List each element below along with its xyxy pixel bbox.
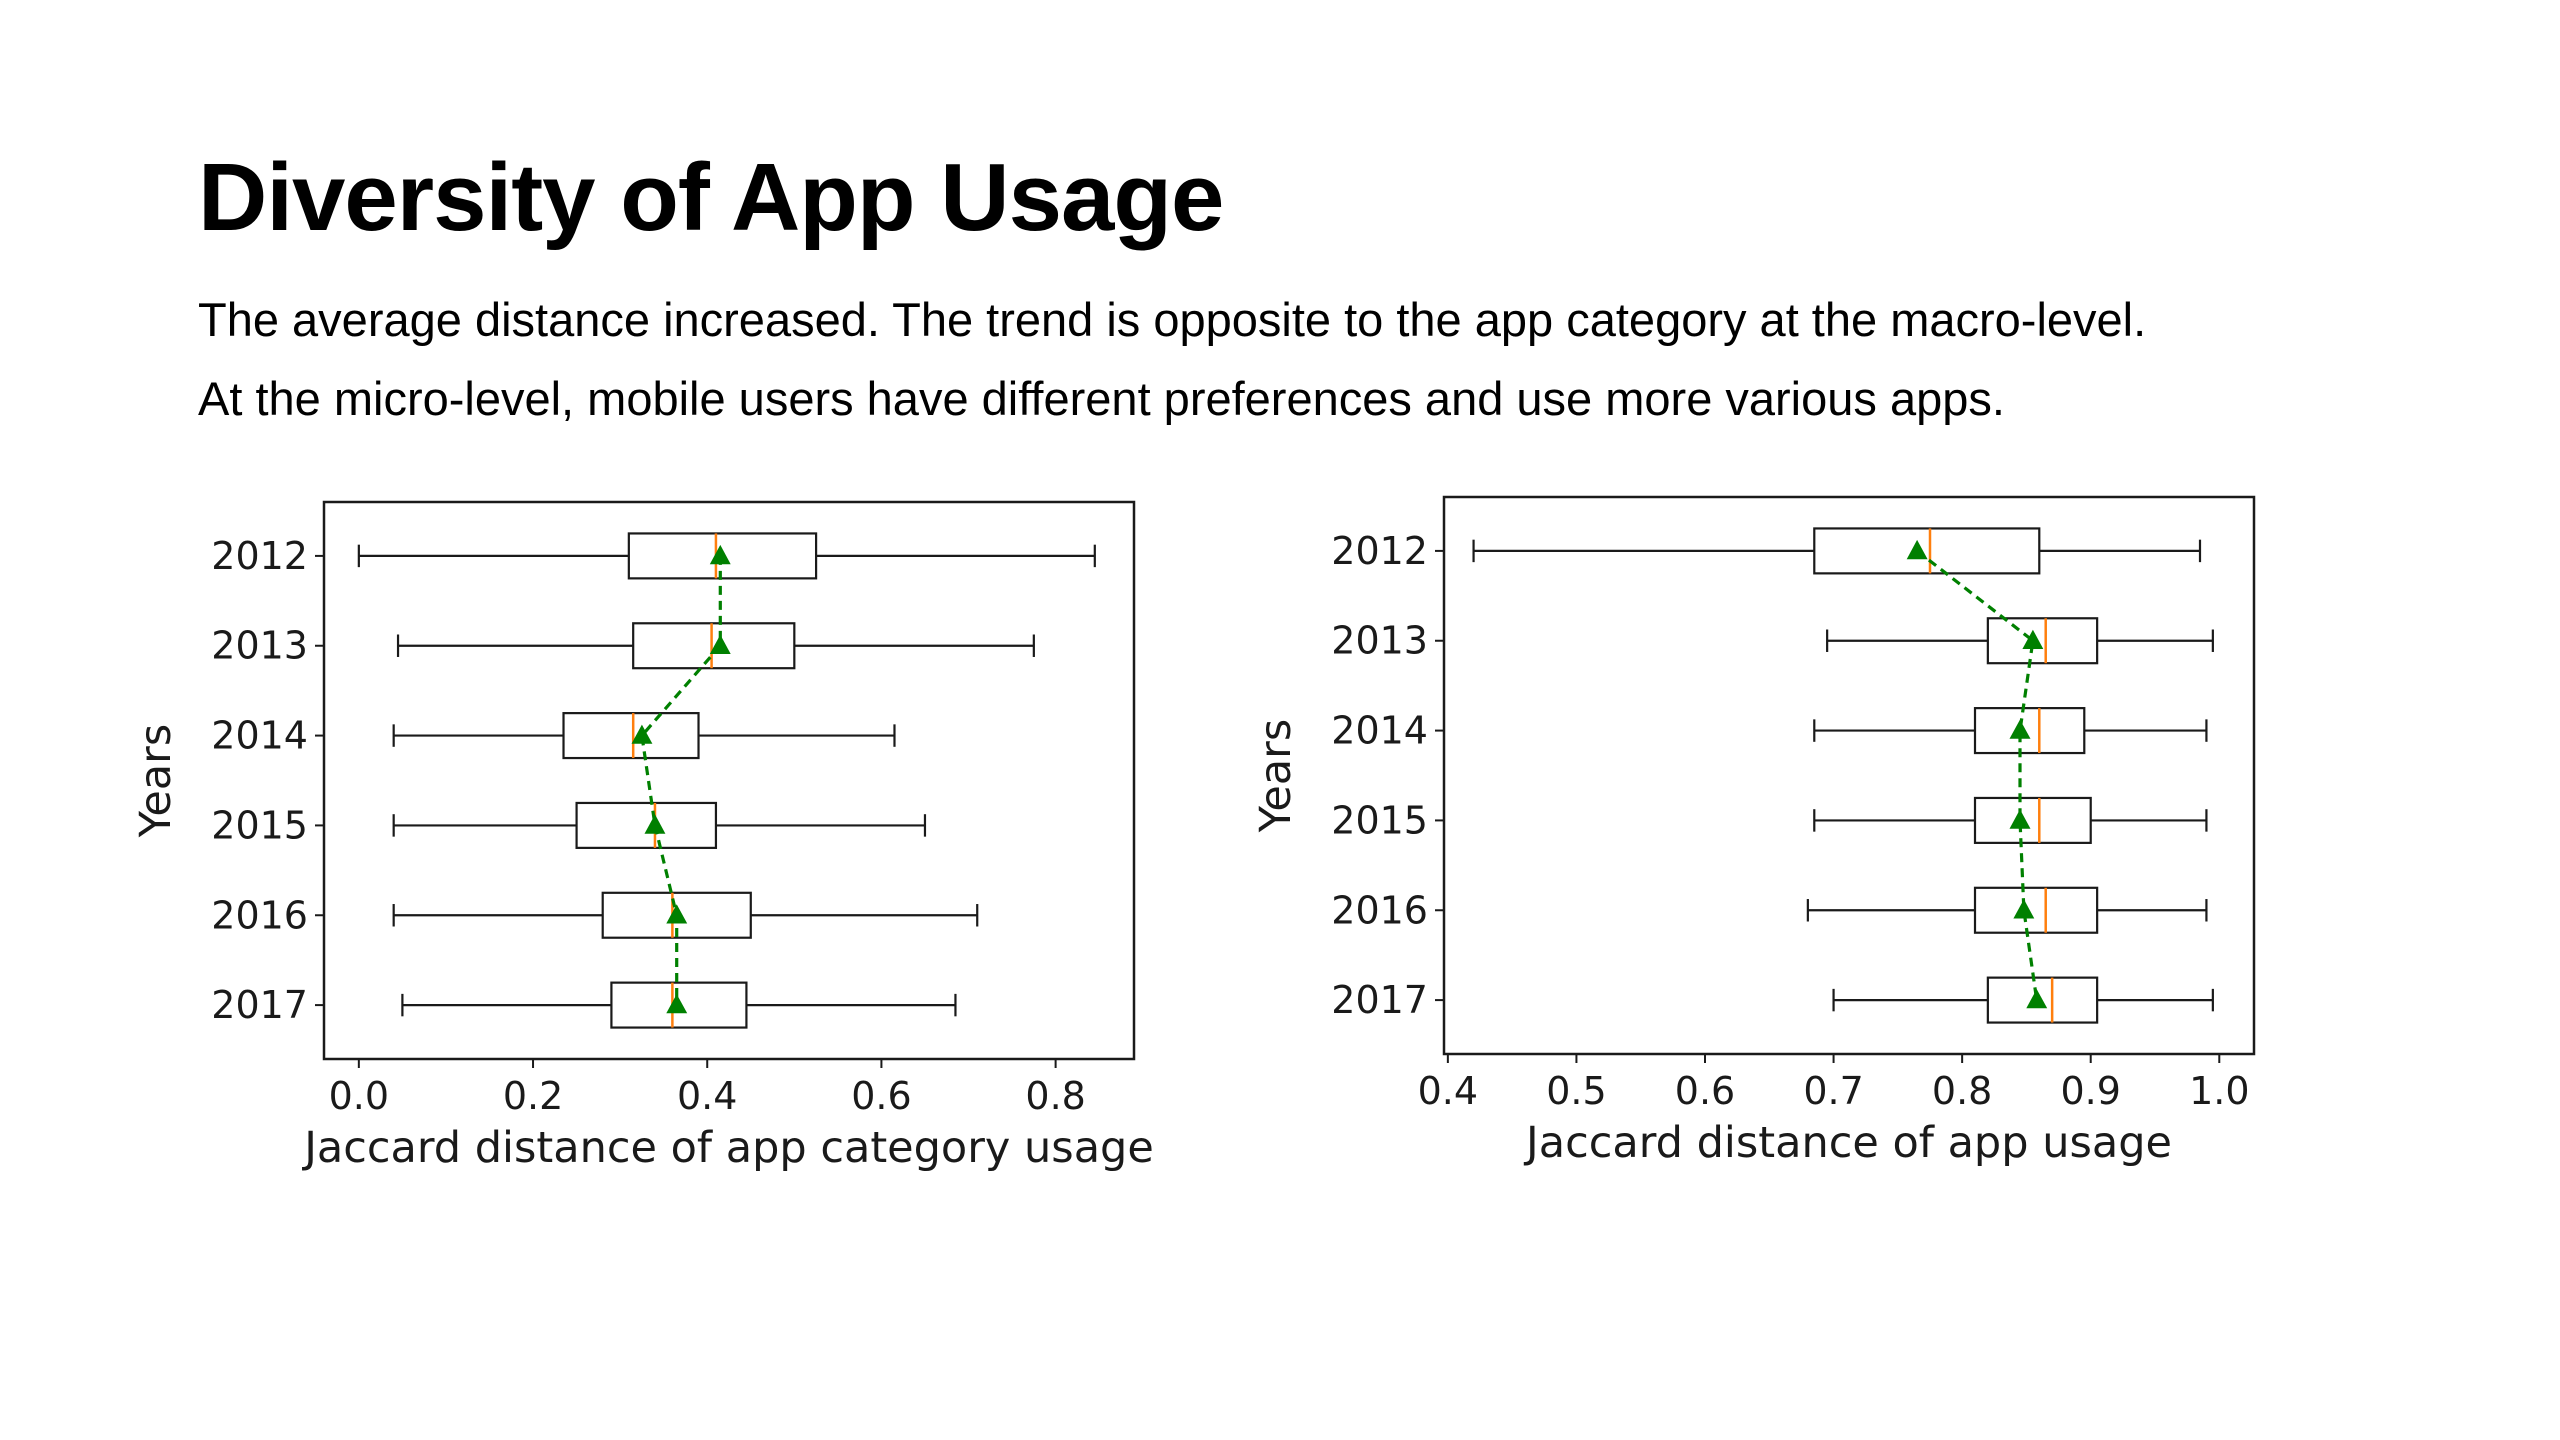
iqr-box [575, 801, 718, 849]
box-2012 [357, 532, 1096, 580]
mean-marker-2013 [709, 634, 731, 654]
y-tick-label: 2016 [1331, 888, 1428, 932]
y-tick-label: 2015 [211, 803, 308, 847]
y-tick-label: 2017 [211, 983, 308, 1027]
x-tick-label: 0.7 [1803, 1069, 1863, 1113]
mean-marker-2016 [2013, 899, 2035, 919]
y-tick-label: 2015 [1331, 798, 1428, 842]
box-2013 [396, 622, 1035, 670]
y-tick-label: 2014 [211, 714, 308, 758]
category-usage-boxplot: 2012 2013 2014 2015 2016 2017 0.0 0.2 0.4 0.6 0.8 J… [131, 500, 1154, 1173]
iqr-box [1813, 527, 2041, 575]
x-tick-label: 0.0 [329, 1074, 389, 1118]
slide-title: Diversity of App Usage [198, 144, 1224, 251]
mean-marker-2016 [666, 904, 688, 924]
x-axis-label: Jaccard distance of app usage [1523, 1118, 2172, 1168]
y-tick-label: 2013 [211, 624, 308, 668]
x-tick-label: 0.6 [1675, 1069, 1735, 1113]
mean-marker-2015 [644, 814, 666, 834]
x-axis-label: Jaccard distance of app category usage [301, 1123, 1154, 1173]
box-2014 [392, 712, 896, 760]
box-2013 [1826, 617, 2214, 665]
x-tick-label: 0.2 [503, 1074, 563, 1118]
box-2014 [1813, 707, 2208, 755]
mean-marker-2012 [709, 544, 731, 565]
box-2017 [1832, 976, 2214, 1024]
x-tick-label: 0.8 [1932, 1069, 1992, 1113]
y-tick-label: 2017 [1331, 978, 1428, 1022]
box-2016 [1806, 886, 2208, 934]
mean-trend-line [1916, 549, 2039, 1001]
iqr-box [1986, 617, 2099, 665]
y-tick-label: 2012 [1331, 529, 1428, 573]
mean-marker-2012 [1906, 539, 1928, 560]
y-axis-label: Years [1251, 719, 1301, 833]
mean-marker-2017 [666, 994, 688, 1014]
y-tick-label: 2014 [1331, 709, 1428, 753]
mean-marker-2015 [2009, 809, 2031, 829]
mean-trend-line [640, 555, 722, 1006]
x-tick-label: 0.4 [1418, 1069, 1478, 1113]
iqr-box [1973, 886, 2099, 934]
mean-marker-2014 [631, 724, 653, 744]
x-tick-label: 0.5 [1546, 1069, 1606, 1113]
iqr-box [632, 622, 796, 670]
x-tick-label: 0.6 [851, 1074, 911, 1118]
y-axis-label: Years [131, 724, 181, 838]
slide-subtitle-line1: The average distance increased. The tren… [198, 293, 2147, 346]
x-tick-label: 0.8 [1025, 1074, 1085, 1118]
x-tick-label: 1.0 [2189, 1069, 2249, 1113]
y-tick-label: 2016 [211, 893, 308, 937]
iqr-box [562, 712, 700, 760]
x-tick-label: 0.9 [2060, 1069, 2120, 1113]
box-2015 [392, 801, 927, 849]
box-2012 [1472, 527, 2202, 575]
y-tick-label: 2013 [1331, 619, 1428, 663]
app-usage-boxplot: 2012 2013 2014 2015 2016 2017 0.4 0.5 0.6 0.7 0.8 0… [1251, 495, 2256, 1168]
box-2016 [392, 891, 979, 939]
mean-marker-2014 [2009, 719, 2031, 739]
y-tick-label: 2012 [211, 534, 308, 578]
iqr-box [1973, 796, 2092, 844]
x-tick-label: 0.4 [677, 1074, 737, 1118]
slide-subtitle-line2: At the micro-level, mobile users have di… [198, 372, 2005, 425]
plot-frame [1442, 495, 2256, 1056]
plot-frame [322, 500, 1136, 1061]
iqr-box [1973, 707, 2086, 755]
mean-marker-2013 [2022, 629, 2044, 649]
mean-marker-2017 [2026, 989, 2048, 1009]
box-2015 [1813, 796, 2208, 844]
